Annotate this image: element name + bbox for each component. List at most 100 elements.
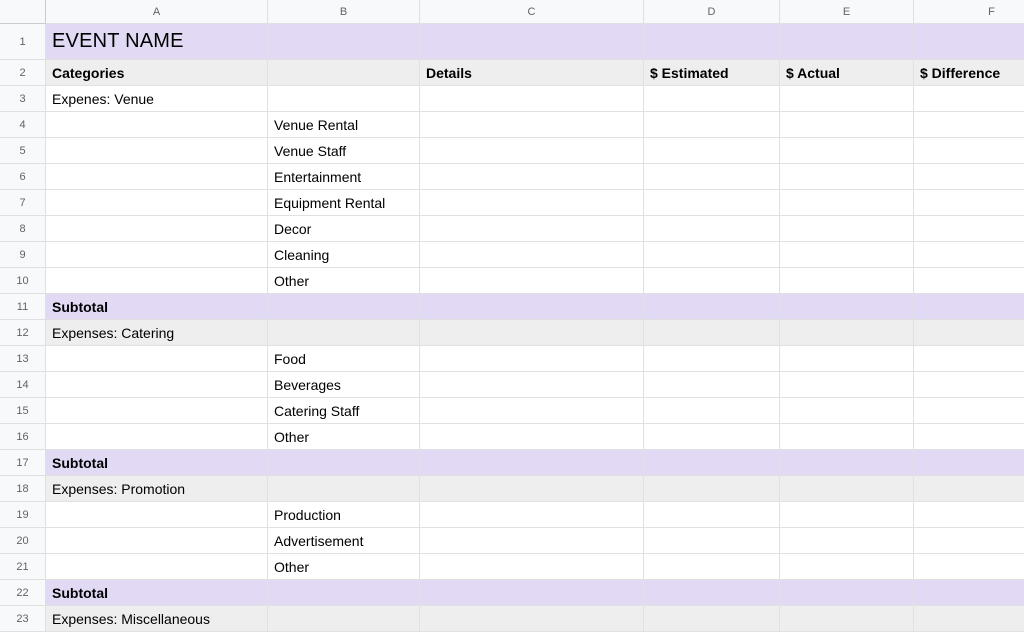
cell[interactable]: Expenses: Promotion (46, 476, 268, 502)
cell[interactable] (780, 476, 914, 502)
cell[interactable] (914, 164, 1024, 190)
cell[interactable] (268, 86, 420, 112)
row-header[interactable]: 7 (0, 190, 46, 216)
cell[interactable] (644, 268, 780, 294)
cell[interactable] (420, 502, 644, 528)
cell[interactable]: Subtotal (46, 450, 268, 476)
cell[interactable] (914, 268, 1024, 294)
cell[interactable] (644, 112, 780, 138)
cell[interactable] (914, 24, 1024, 60)
col-header-A[interactable]: A (46, 0, 268, 24)
row-header[interactable]: 22 (0, 580, 46, 606)
cell[interactable]: Catering Staff (268, 398, 420, 424)
cell[interactable]: Expenes: Venue (46, 86, 268, 112)
cell[interactable] (268, 606, 420, 632)
cell[interactable] (46, 528, 268, 554)
cell[interactable] (914, 320, 1024, 346)
cell[interactable]: Advertisement (268, 528, 420, 554)
cell[interactable] (914, 502, 1024, 528)
cell[interactable] (780, 294, 914, 320)
cell[interactable] (644, 372, 780, 398)
cell[interactable] (46, 502, 268, 528)
cell[interactable] (644, 86, 780, 112)
cell[interactable] (268, 476, 420, 502)
cell[interactable] (644, 216, 780, 242)
cell[interactable] (420, 164, 644, 190)
row-header[interactable]: 13 (0, 346, 46, 372)
cell[interactable] (46, 190, 268, 216)
cell[interactable] (644, 164, 780, 190)
cell[interactable] (420, 190, 644, 216)
cell[interactable] (268, 24, 420, 60)
cell[interactable] (914, 398, 1024, 424)
cell[interactable] (420, 424, 644, 450)
row-header[interactable]: 17 (0, 450, 46, 476)
cell[interactable] (420, 554, 644, 580)
cell[interactable] (644, 294, 780, 320)
row-header[interactable]: 12 (0, 320, 46, 346)
cell[interactable] (780, 190, 914, 216)
cell[interactable] (644, 346, 780, 372)
cell[interactable] (914, 190, 1024, 216)
row-header[interactable]: 4 (0, 112, 46, 138)
cell[interactable] (914, 450, 1024, 476)
row-header[interactable]: 14 (0, 372, 46, 398)
cell[interactable] (420, 346, 644, 372)
cell[interactable]: Expenses: Miscellaneous (46, 606, 268, 632)
cell[interactable] (780, 450, 914, 476)
cell[interactable] (780, 268, 914, 294)
cell[interactable] (420, 450, 644, 476)
row-header[interactable]: 9 (0, 242, 46, 268)
cell[interactable]: Production (268, 502, 420, 528)
row-header[interactable]: 6 (0, 164, 46, 190)
cell[interactable] (268, 320, 420, 346)
cell[interactable] (420, 320, 644, 346)
cell[interactable] (914, 372, 1024, 398)
col-header-F[interactable]: F (914, 0, 1024, 24)
cell[interactable] (780, 138, 914, 164)
cell[interactable] (914, 528, 1024, 554)
cell[interactable] (914, 294, 1024, 320)
cell[interactable] (46, 216, 268, 242)
cell[interactable] (780, 502, 914, 528)
cell[interactable] (914, 86, 1024, 112)
cell[interactable] (46, 164, 268, 190)
cell[interactable] (420, 242, 644, 268)
cell[interactable] (268, 450, 420, 476)
cell[interactable] (644, 450, 780, 476)
cell[interactable] (268, 294, 420, 320)
cell[interactable] (780, 554, 914, 580)
cell[interactable] (46, 268, 268, 294)
cell[interactable] (914, 554, 1024, 580)
row-header[interactable]: 8 (0, 216, 46, 242)
cell[interactable] (644, 190, 780, 216)
cell[interactable]: Other (268, 424, 420, 450)
cell[interactable] (420, 216, 644, 242)
col-header-C[interactable]: C (420, 0, 644, 24)
cell[interactable] (780, 216, 914, 242)
cell[interactable] (420, 86, 644, 112)
cell[interactable] (420, 138, 644, 164)
cell[interactable]: Expenses: Catering (46, 320, 268, 346)
row-header[interactable]: 1 (0, 24, 46, 60)
row-header[interactable]: 10 (0, 268, 46, 294)
row-header[interactable]: 19 (0, 502, 46, 528)
cell[interactable] (46, 346, 268, 372)
cell[interactable] (420, 606, 644, 632)
row-header[interactable]: 20 (0, 528, 46, 554)
cell[interactable] (420, 112, 644, 138)
cell[interactable] (268, 580, 420, 606)
cell[interactable]: Subtotal (46, 294, 268, 320)
cell[interactable]: $ Estimated (644, 60, 780, 86)
cell[interactable] (780, 112, 914, 138)
cell[interactable] (644, 320, 780, 346)
row-header[interactable]: 23 (0, 606, 46, 632)
cell[interactable] (914, 476, 1024, 502)
col-header-E[interactable]: E (780, 0, 914, 24)
cell[interactable] (644, 554, 780, 580)
cell[interactable] (644, 528, 780, 554)
cell[interactable] (644, 398, 780, 424)
cell[interactable] (780, 346, 914, 372)
col-header-B[interactable]: B (268, 0, 420, 24)
cell[interactable] (780, 24, 914, 60)
